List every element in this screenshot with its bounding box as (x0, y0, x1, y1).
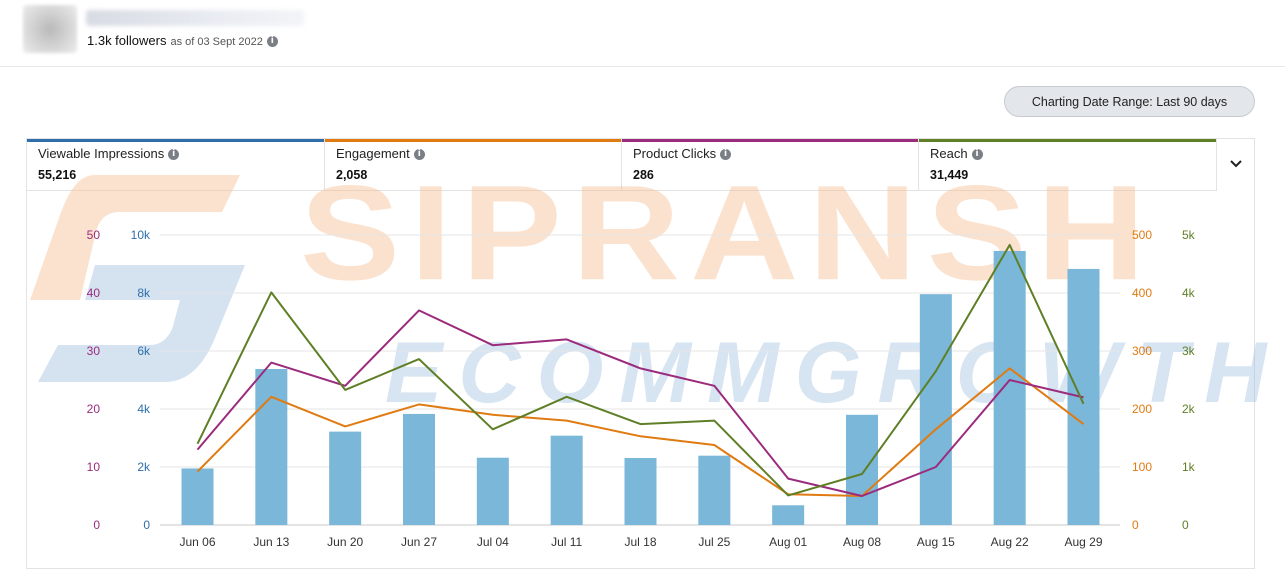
followers-count: 1.3k followers (87, 33, 167, 48)
info-icon[interactable]: i (971, 149, 983, 161)
axis-tick-label: 5k (1182, 228, 1196, 242)
metric-value: 31,449 (930, 168, 969, 182)
metric-color-bar (919, 139, 1216, 142)
axis-tick-label: 10k (131, 228, 151, 242)
metric-tile-product-clicks[interactable]: Product Clicks i 286 (622, 139, 919, 191)
axis-tick-label: 100 (1132, 460, 1152, 474)
axis-tick-label: 4k (137, 402, 151, 416)
followers-as-of: as of 03 Sept 2022 (170, 36, 263, 48)
axis-tick-label: 2k (137, 460, 151, 474)
info-icon[interactable]: i (413, 149, 425, 161)
x-tick-label: Jul 04 (477, 535, 509, 549)
metric-color-bar (27, 139, 324, 142)
info-icon[interactable]: i (168, 149, 180, 161)
axis-tick-label: 400 (1132, 286, 1152, 300)
bar (698, 455, 731, 525)
chevron-down-icon[interactable] (1228, 155, 1244, 171)
axis-tick-label: 10 (87, 460, 101, 474)
series-line (196, 309, 1084, 497)
axis-tick-label: 2k (1182, 402, 1196, 416)
metric-label: Product Clicks (633, 146, 717, 161)
metric-tile-viewable-impressions[interactable]: Viewable Impressions i 55,216 (27, 139, 325, 191)
axis-tick-label: 3k (1182, 344, 1196, 358)
axis-tick-label: 500 (1132, 228, 1152, 242)
axis-tick-label: 1k (1182, 460, 1196, 474)
metric-color-bar (622, 139, 918, 142)
series-line (196, 367, 1085, 497)
profile-name-redacted (86, 10, 304, 26)
bar (993, 250, 1026, 525)
metric-tile-engagement[interactable]: Engagement i 2,058 (325, 139, 622, 191)
bar (403, 413, 435, 525)
bar (919, 294, 952, 525)
metric-value: 55,216 (38, 168, 77, 182)
metric-value: 286 (633, 168, 654, 182)
metric-tile-reach[interactable]: Reach i 31,449 (919, 139, 1217, 191)
x-tick-label: Aug 01 (769, 535, 807, 549)
bar (624, 458, 657, 525)
charting-date-range-button[interactable]: Charting Date Range: Last 90 days (1004, 86, 1255, 117)
x-tick-label: Jul 11 (551, 535, 582, 549)
bar (846, 414, 878, 525)
x-tick-label: Jun 27 (401, 535, 437, 549)
axis-tick-label: 200 (1132, 402, 1152, 416)
axis-tick-label: 0 (1182, 518, 1189, 532)
bar (772, 505, 805, 525)
metric-color-bar (325, 139, 621, 142)
info-icon[interactable]: i (720, 149, 732, 161)
metric-label: Engagement (336, 146, 410, 161)
watermark-sub-text: ECOMMGROWTH (385, 325, 1283, 421)
x-tick-label: Aug 08 (843, 535, 881, 549)
axis-tick-label: 40 (87, 286, 101, 300)
x-tick-label: Aug 29 (1064, 535, 1102, 549)
axis-tick-label: 30 (87, 344, 101, 358)
series-line (196, 243, 1085, 497)
x-tick-label: Jun 06 (179, 535, 215, 549)
x-tick-label: Jun 13 (253, 535, 289, 549)
bar (329, 431, 362, 525)
axis-tick-label: 0 (1132, 518, 1139, 532)
axis-tick-label: 300 (1132, 344, 1152, 358)
axis-tick-label: 8k (137, 286, 151, 300)
x-tick-label: Jul 18 (624, 535, 656, 549)
axis-tick-label: 4k (1182, 286, 1196, 300)
axis-tick-label: 0 (143, 518, 150, 532)
x-tick-label: Aug 22 (991, 535, 1029, 549)
x-tick-label: Jun 20 (327, 535, 363, 549)
metrics-chart-panel: Viewable Impressions i 55,216 Engagement i… (26, 138, 1255, 569)
x-tick-label: Jul 25 (698, 535, 730, 549)
axis-tick-label: 50 (87, 228, 101, 242)
bar (550, 435, 583, 525)
metric-value: 2,058 (336, 168, 368, 182)
axis-tick-label: 0 (93, 518, 100, 532)
info-icon[interactable]: i (266, 36, 278, 48)
axis-tick-label: 20 (87, 402, 101, 416)
bar (255, 368, 288, 525)
metric-label: Reach (930, 146, 968, 161)
axis-tick-label: 6k (137, 344, 151, 358)
bar (476, 457, 509, 525)
metric-label: Viewable Impressions (38, 146, 165, 161)
header-divider (0, 66, 1285, 67)
x-tick-label: Aug 15 (917, 535, 955, 549)
bar (181, 468, 214, 525)
followers-line: 1.3k followers as of 03 Sept 2022 i (87, 33, 278, 48)
profile-avatar (23, 5, 77, 53)
